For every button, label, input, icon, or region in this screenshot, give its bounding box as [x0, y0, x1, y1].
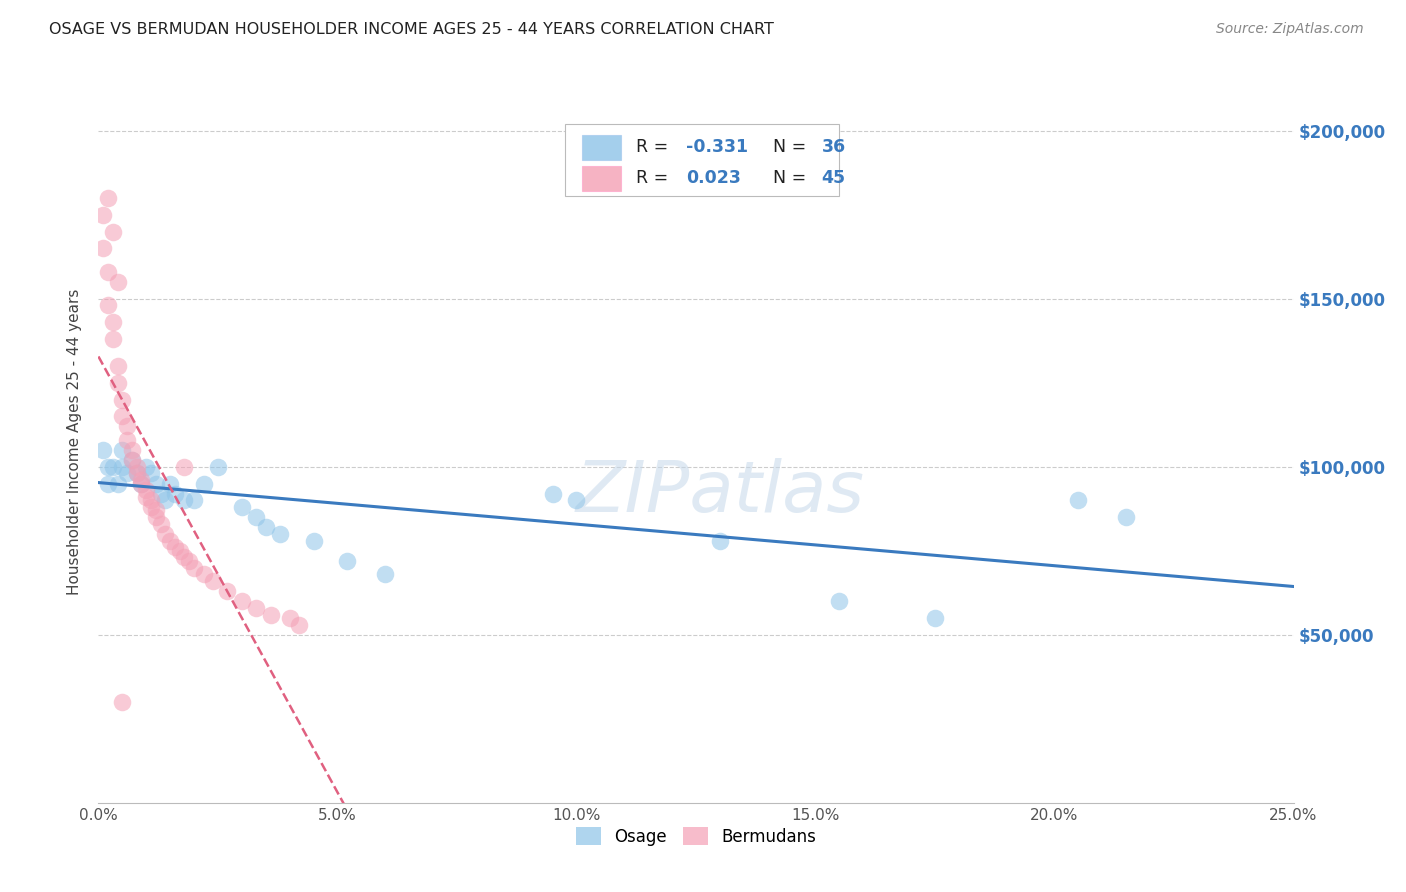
Point — [115, 433, 138, 447]
Point — [145, 503, 167, 517]
Point — [217, 584, 239, 599]
Text: Source: ZipAtlas.com: Source: ZipAtlas.com — [1216, 22, 1364, 37]
Point — [115, 419, 138, 434]
Point — [121, 453, 143, 467]
Point — [269, 527, 291, 541]
Point — [245, 510, 267, 524]
Point — [202, 574, 225, 588]
Point — [135, 459, 157, 474]
Point — [924, 611, 946, 625]
Point — [155, 493, 177, 508]
Point — [278, 611, 301, 625]
Point — [97, 191, 120, 205]
Point — [135, 490, 157, 504]
Point — [97, 265, 120, 279]
Point — [115, 467, 138, 481]
Point — [145, 510, 167, 524]
Point — [91, 442, 114, 457]
Point — [183, 560, 205, 574]
Point — [163, 541, 186, 555]
Point — [107, 359, 129, 373]
Text: -0.331: -0.331 — [686, 138, 748, 156]
Point — [135, 483, 157, 498]
Point — [101, 225, 124, 239]
Point — [541, 486, 564, 500]
Point — [259, 607, 281, 622]
FancyBboxPatch shape — [582, 135, 620, 161]
Point — [97, 459, 120, 474]
Point — [125, 459, 148, 474]
Point — [131, 476, 153, 491]
Point — [121, 442, 143, 457]
Point — [254, 520, 277, 534]
Point — [183, 493, 205, 508]
Point — [111, 442, 134, 457]
Point — [97, 298, 120, 312]
Text: R =: R = — [637, 169, 673, 186]
Point — [101, 332, 124, 346]
Point — [101, 459, 124, 474]
Point — [565, 493, 588, 508]
Point — [155, 527, 177, 541]
Point — [131, 473, 153, 487]
Point — [245, 600, 267, 615]
Point — [288, 617, 311, 632]
Point — [159, 476, 181, 491]
Point — [149, 486, 172, 500]
Point — [169, 543, 191, 558]
Text: 0.023: 0.023 — [686, 169, 741, 186]
Point — [173, 550, 195, 565]
Text: R =: R = — [637, 138, 673, 156]
Point — [111, 392, 134, 407]
Point — [374, 567, 396, 582]
Point — [163, 486, 186, 500]
Point — [139, 467, 162, 481]
Point — [231, 594, 253, 608]
Point — [139, 500, 162, 514]
Point — [131, 476, 153, 491]
Point — [111, 695, 134, 709]
Text: OSAGE VS BERMUDAN HOUSEHOLDER INCOME AGES 25 - 44 YEARS CORRELATION CHART: OSAGE VS BERMUDAN HOUSEHOLDER INCOME AGE… — [49, 22, 775, 37]
Point — [125, 467, 148, 481]
Point — [173, 493, 195, 508]
FancyBboxPatch shape — [565, 124, 839, 196]
Text: N =: N = — [762, 138, 811, 156]
Point — [193, 476, 215, 491]
Point — [1067, 493, 1090, 508]
Legend: Osage, Bermudans: Osage, Bermudans — [569, 821, 823, 852]
Point — [179, 554, 201, 568]
Text: ZIPatlas: ZIPatlas — [575, 458, 865, 526]
Point — [173, 459, 195, 474]
Point — [193, 567, 215, 582]
Point — [91, 208, 114, 222]
Point — [149, 516, 172, 531]
Point — [107, 376, 129, 390]
Point — [107, 275, 129, 289]
Y-axis label: Householder Income Ages 25 - 44 years: Householder Income Ages 25 - 44 years — [67, 288, 83, 595]
Point — [125, 467, 148, 481]
Text: 36: 36 — [821, 138, 845, 156]
Text: 45: 45 — [821, 169, 845, 186]
Point — [336, 554, 359, 568]
FancyBboxPatch shape — [582, 166, 620, 191]
Point — [101, 315, 124, 329]
Point — [231, 500, 253, 514]
Point — [91, 241, 114, 255]
Point — [207, 459, 229, 474]
Point — [709, 533, 731, 548]
Point — [159, 533, 181, 548]
Point — [111, 409, 134, 424]
Point — [302, 533, 325, 548]
Point — [111, 459, 134, 474]
Point — [145, 476, 167, 491]
Point — [828, 594, 851, 608]
Point — [97, 476, 120, 491]
Text: N =: N = — [762, 169, 811, 186]
Point — [107, 476, 129, 491]
Point — [139, 493, 162, 508]
Point — [121, 453, 143, 467]
Point — [1115, 510, 1137, 524]
